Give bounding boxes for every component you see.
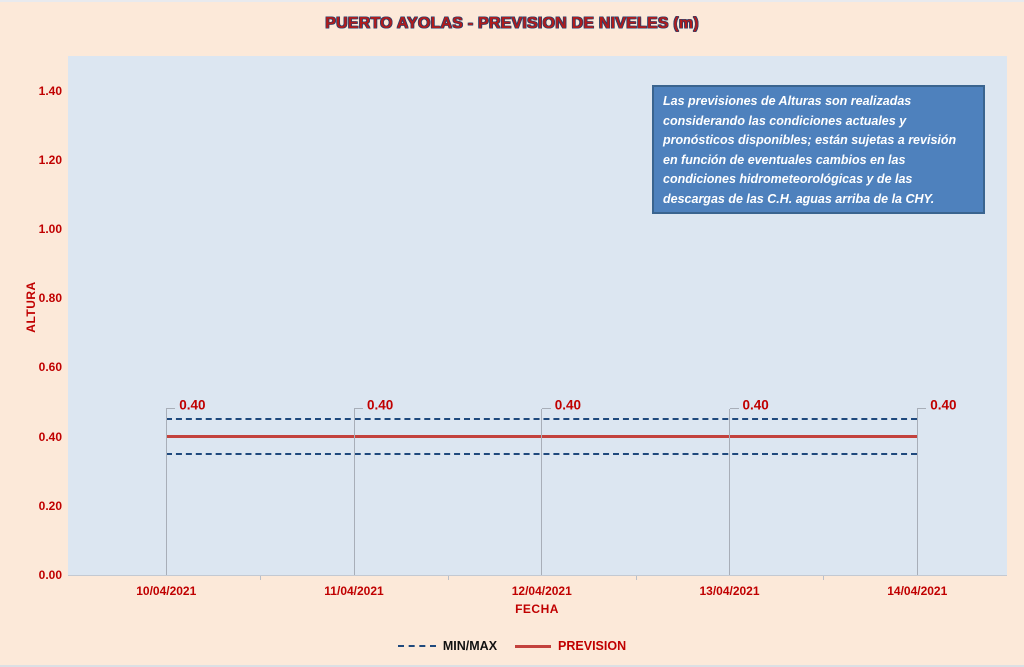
drop-line (353, 409, 355, 575)
chart-title: PUERTO AYOLAS - PREVISION DE NIVELES (m) (325, 15, 699, 32)
y-axis-title: ALTURA (24, 281, 38, 333)
y-tick-label: 0.80 (38, 291, 62, 306)
drop-line (729, 409, 730, 575)
x-tick-label: 13/04/2021 (699, 584, 760, 598)
x-axis-tick (447, 576, 449, 580)
legend-label-minmax: MIN/MAX (442, 639, 498, 653)
label-leader-icon (166, 408, 176, 409)
legend-label-prevision: PREVISION (558, 639, 627, 653)
legend-item-minmax: MIN/MAX (397, 639, 498, 653)
x-axis-tick (260, 576, 262, 580)
y-tick-label: 0.40 (38, 429, 62, 444)
x-tick-label: 10/04/2021 (136, 584, 197, 598)
legend-item-prevision: PREVISION (515, 639, 626, 653)
drop-line (916, 409, 918, 575)
data-label: 0.40 (930, 397, 957, 413)
y-tick-label: 0.00 (38, 568, 62, 582)
label-leader-icon (354, 408, 363, 409)
x-axis-tick (823, 576, 825, 580)
drop-line (541, 409, 543, 575)
x-tick-label: 12/04/2021 (511, 584, 572, 598)
chart-legend: MIN/MAX PREVISION (0, 639, 1024, 653)
x-tick-label: 11/04/2021 (324, 584, 384, 598)
data-label: 0.40 (367, 397, 394, 413)
label-leader-icon (541, 408, 551, 409)
data-label: 0.40 (179, 397, 206, 413)
y-tick-label: 1.00 (38, 222, 62, 236)
x-axis-tick (635, 576, 637, 580)
label-leader-icon (917, 408, 927, 409)
forecast-note-box: Las previsiones de Alturas son realizada… (652, 85, 985, 214)
data-label: 0.40 (742, 397, 769, 413)
prevision-line-sample-icon (515, 644, 552, 648)
data-label: 0.40 (554, 397, 582, 413)
minmax-line-sample-icon (397, 645, 436, 647)
label-leader-icon (729, 408, 739, 409)
y-tick-label: 1.40 (38, 83, 62, 98)
x-tick-label: 14/04/2021 (887, 584, 948, 598)
drop-line (165, 409, 167, 575)
y-tick-label: 0.60 (38, 360, 62, 375)
x-axis-title: FECHA (515, 602, 559, 616)
y-tick-label: 0.20 (38, 498, 62, 513)
y-tick-label: 1.20 (38, 152, 62, 167)
